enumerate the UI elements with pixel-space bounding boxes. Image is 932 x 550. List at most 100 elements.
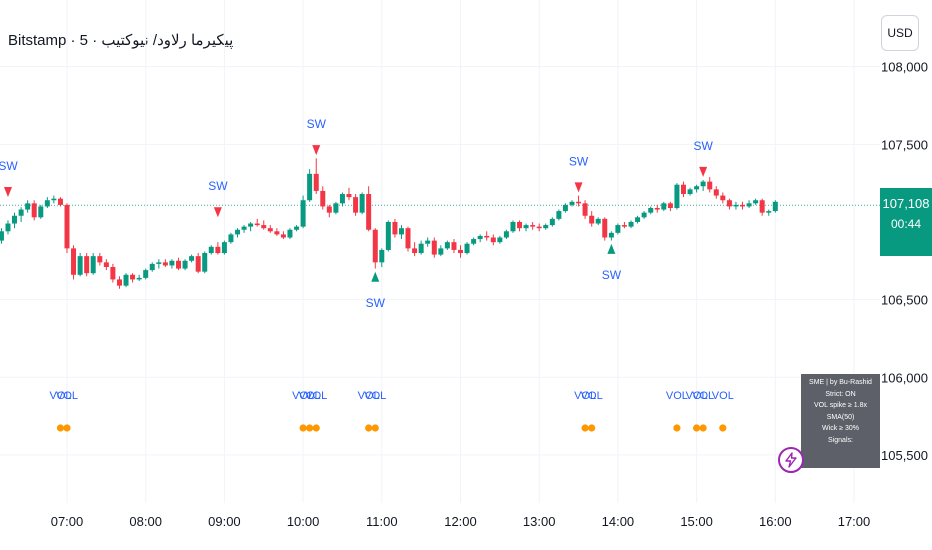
currency-button[interactable]: USD — [881, 15, 919, 51]
candle — [274, 228, 280, 236]
candle — [287, 228, 293, 240]
candle-body — [5, 223, 11, 232]
candle-body — [536, 226, 542, 229]
candle — [195, 253, 201, 274]
swing-label: SW — [569, 154, 589, 168]
candles — [0, 158, 778, 289]
candle — [458, 245, 463, 258]
candle — [248, 221, 254, 232]
candle — [280, 231, 286, 240]
swing-label: SW — [0, 159, 18, 173]
candle — [412, 242, 418, 257]
candle-body — [287, 229, 293, 238]
candle — [451, 239, 457, 254]
candle-body — [680, 184, 686, 195]
vol-label: VOL — [581, 390, 603, 402]
candle — [766, 209, 772, 216]
candle-body — [484, 235, 490, 238]
candle-body — [674, 184, 680, 208]
info-line: Wick ≥ 30% — [822, 425, 859, 432]
candle — [130, 273, 136, 283]
vol-dot — [299, 424, 307, 432]
candle-body — [523, 225, 529, 229]
vol-label: VOL — [292, 390, 314, 402]
swing-label: SW — [693, 139, 713, 153]
vol-dot — [588, 424, 596, 432]
candle-body — [51, 198, 57, 201]
candle-body — [602, 218, 608, 238]
candle-body — [497, 237, 503, 243]
swing-marker: SW — [569, 154, 589, 193]
swing-high-triangle — [213, 207, 222, 218]
candle-body — [202, 253, 208, 272]
indicator-info-box: SME | by Bu-Rashid Strict: ON VOL spike … — [801, 374, 880, 468]
candle-body — [444, 242, 450, 249]
candle-body — [707, 181, 713, 190]
candle — [753, 198, 759, 205]
candle-body — [71, 248, 77, 275]
candle-body — [346, 194, 352, 198]
candle — [641, 211, 647, 219]
candle-body — [359, 194, 365, 213]
candle — [333, 201, 339, 215]
swing-marker: SW — [366, 271, 386, 310]
price-axis: 108,000 107,500 106,500 106,000 105,500 — [881, 60, 928, 463]
swing-label: SW — [602, 268, 622, 282]
candle-body — [182, 260, 188, 269]
candle — [431, 237, 437, 258]
candle — [523, 223, 529, 232]
candle — [241, 225, 247, 233]
vol-label: VOL — [305, 390, 327, 402]
candle — [687, 187, 693, 196]
candle — [51, 195, 57, 204]
candle-body — [398, 228, 404, 235]
vol-marker: VOL — [299, 390, 321, 432]
vol-label: VOL — [49, 390, 71, 402]
swing-marker: SW — [602, 243, 622, 282]
vol-label: VOL — [56, 390, 78, 402]
candle-body — [307, 173, 313, 201]
candle — [490, 234, 496, 246]
candle-body — [458, 249, 463, 254]
candle — [261, 220, 267, 230]
lightning-bolt-icon[interactable] — [778, 447, 804, 473]
candle — [464, 242, 470, 255]
candle — [189, 254, 195, 263]
candle-body — [313, 173, 319, 191]
candle — [235, 228, 241, 238]
vol-marker: VOL — [305, 390, 327, 432]
candle — [680, 181, 686, 198]
candle — [510, 220, 516, 233]
candle-body — [320, 190, 326, 207]
candle-body — [176, 260, 182, 269]
candle — [254, 218, 260, 227]
candle — [628, 220, 634, 229]
swing-high-triangle — [312, 145, 321, 156]
candle — [57, 197, 63, 207]
candle — [366, 186, 372, 232]
time-axis: 07:00 08:00 09:00 10:00 11:00 12:00 13:00 14:00… — [51, 514, 871, 529]
candle-body — [510, 221, 516, 232]
price-tick-label: 108,000 — [881, 60, 928, 75]
vol-marker: VOL — [358, 390, 380, 432]
candle — [608, 231, 614, 241]
candle-body — [254, 223, 260, 226]
candle-body — [18, 209, 24, 216]
candle — [635, 215, 641, 224]
candle-body — [267, 228, 273, 232]
candle-body — [300, 200, 306, 227]
candle-body — [379, 249, 385, 263]
candle-body — [556, 211, 562, 219]
time-tick-label: 13:00 — [523, 514, 556, 529]
candle — [674, 183, 680, 210]
candle — [385, 220, 391, 252]
candle-body — [503, 231, 509, 238]
candle-body — [339, 194, 345, 204]
candle — [97, 253, 103, 266]
candle — [149, 262, 155, 272]
candle-body — [221, 242, 227, 254]
swing-label: SW — [366, 296, 386, 310]
candle-body — [517, 221, 523, 229]
vol-label: VOL — [692, 390, 714, 402]
